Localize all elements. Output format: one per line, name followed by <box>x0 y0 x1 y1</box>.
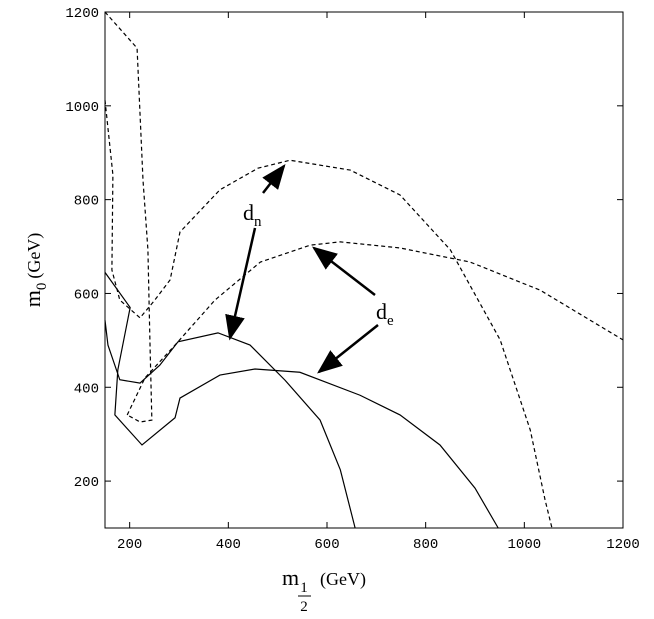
x-tick-label: 800 <box>413 537 438 553</box>
x-axis-label: m <box>282 565 299 590</box>
x-tick-label: 200 <box>117 537 142 553</box>
contour-line <box>104 11 153 423</box>
x-tick-label: 1200 <box>606 537 640 553</box>
arrows <box>225 164 379 374</box>
y-tick-label: 600 <box>74 287 99 303</box>
y-tick-label: 400 <box>74 381 99 397</box>
x-axis-label-sub: 2 <box>300 599 308 615</box>
y-tick-label: 1000 <box>65 100 99 116</box>
x-axis-label-unit: (GeV) <box>320 569 366 590</box>
plot-frame <box>104 11 624 529</box>
y-tick-label: 200 <box>74 475 99 491</box>
contour-line <box>126 241 624 416</box>
contour-line <box>104 100 553 529</box>
y-tick-label: 1200 <box>65 6 99 22</box>
annotation: de <box>376 299 394 329</box>
y-axis-label: m0(GeV) <box>20 233 50 308</box>
arrow <box>317 324 379 374</box>
arrow <box>262 164 286 194</box>
x-tick-label: 400 <box>216 537 241 553</box>
x-tick-label: 600 <box>314 537 339 553</box>
x-axis-label-sub: 1 <box>300 580 308 596</box>
arrow <box>312 246 376 296</box>
x-tick-label: 1000 <box>508 537 542 553</box>
contour-line <box>104 271 499 529</box>
annotation: dn <box>243 200 262 230</box>
arrow <box>225 227 257 341</box>
y-tick-label: 800 <box>74 194 99 210</box>
contour-line <box>104 320 356 529</box>
